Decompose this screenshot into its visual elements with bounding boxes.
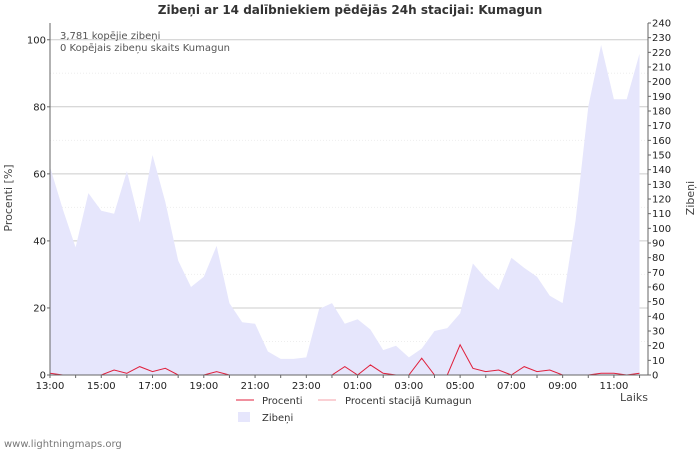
y-right-tick-label: 60 <box>652 283 665 294</box>
x-tick-label: 11:00 <box>599 381 628 392</box>
annotation-total: 3,781 kopējie zibeņi <box>60 31 160 42</box>
x-tick-label: 03:00 <box>394 381 423 392</box>
zibeni-area-path <box>50 45 640 375</box>
x-tick-label: 19:00 <box>189 381 218 392</box>
x-tick-label: 07:00 <box>497 381 526 392</box>
y-right-tick-label: 180 <box>652 107 671 118</box>
y-right-tick-label: 200 <box>652 77 671 88</box>
y-right-tick-label: 100 <box>652 224 671 235</box>
x-tick-label: 01:00 <box>343 381 372 392</box>
y-left-tick-label: 40 <box>33 236 46 247</box>
y-right-tick-label: 20 <box>652 341 665 352</box>
legend-zibeni-swatch <box>238 412 250 422</box>
y-left-tick-label: 20 <box>33 303 46 314</box>
y-right-tick-label: 120 <box>652 195 671 206</box>
x-tick-label: 17:00 <box>138 381 167 392</box>
y-left-tick-label: 0 <box>40 371 46 382</box>
y-right-tick-label: 230 <box>652 33 671 44</box>
y-right-tick-label: 170 <box>652 121 671 132</box>
tick-labels: 0 20 40 60 80 100 0 10 20 30 40 50 60 70 80 90 100 110 120… <box>27 19 671 393</box>
procenti-line <box>49 343 640 376</box>
y-axis-right-label: Zibeņi <box>684 181 697 215</box>
x-tick-label: 15:00 <box>87 381 116 392</box>
y-right-tick-label: 0 <box>652 371 658 382</box>
footer-credit: www.lightningmaps.org <box>4 439 122 450</box>
y-right-tick-label: 70 <box>652 268 665 279</box>
x-tick-label: 23:00 <box>292 381 321 392</box>
y-right-tick-label: 190 <box>652 92 671 103</box>
legend-procenti-label: Procenti <box>262 396 303 407</box>
y-axis-left-label: Procenti [%] <box>2 164 15 231</box>
legend-zibeni-label: Zibeņi <box>262 413 293 424</box>
y-right-tick-label: 150 <box>652 151 671 162</box>
x-axis-label: Laiks <box>620 391 648 404</box>
y-right-tick-label: 140 <box>652 165 671 176</box>
x-tick-label: 09:00 <box>548 381 577 392</box>
annotation-station: 0 Kopējais zibeņu skaits Kumagun <box>60 43 230 54</box>
legend: Procenti Procenti stacijā Kumagun Zibeņi <box>236 396 472 424</box>
zibeni-area <box>50 45 640 375</box>
y-right-tick-label: 50 <box>652 297 665 308</box>
x-tick-label: 05:00 <box>446 381 475 392</box>
x-tick-label: 13:00 <box>36 381 65 392</box>
y-right-tick-label: 80 <box>652 253 665 264</box>
legend-procenti-station-label: Procenti stacijā Kumagun <box>345 396 472 407</box>
y-right-tick-label: 110 <box>652 209 671 220</box>
chart-title: Zibeņi ar 14 dalībniekiem pēdējās 24h st… <box>158 3 542 17</box>
y-right-tick-label: 130 <box>652 180 671 191</box>
y-right-tick-label: 10 <box>652 356 665 367</box>
x-tick-label: 21:00 <box>241 381 270 392</box>
y-right-tick-label: 160 <box>652 136 671 147</box>
y-left-tick-label: 60 <box>33 169 46 180</box>
y-right-tick-label: 90 <box>652 239 665 250</box>
y-right-tick-label: 220 <box>652 48 671 59</box>
y-right-tick-label: 210 <box>652 63 671 74</box>
y-right-tick-label: 40 <box>652 312 665 323</box>
y-right-tick-label: 30 <box>652 327 665 338</box>
y-right-tick-label: 240 <box>652 19 671 30</box>
y-left-tick-label: 100 <box>27 35 46 46</box>
y-left-tick-label: 80 <box>33 102 46 113</box>
